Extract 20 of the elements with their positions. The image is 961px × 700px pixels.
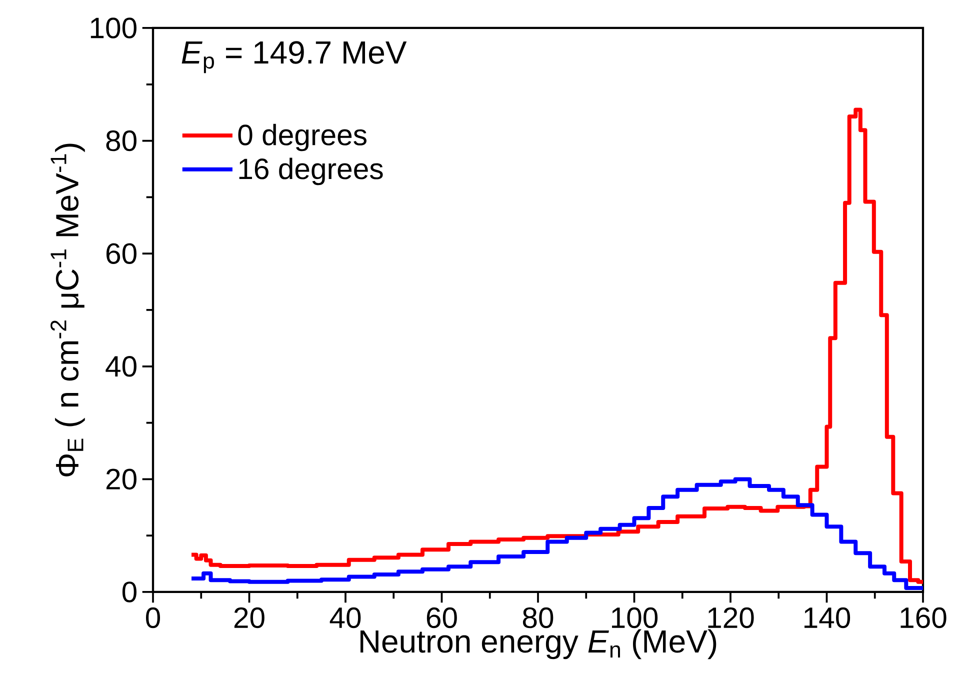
- y-tick-label: 60: [106, 243, 136, 264]
- x-tick-label: 60: [426, 607, 457, 628]
- legend-label: 16 degrees: [239, 158, 383, 186]
- x-tick-label: 140: [804, 607, 850, 628]
- x-tick-label: 0: [146, 607, 160, 628]
- x-tick-label: 160: [900, 607, 946, 628]
- x-tick-label: 20: [234, 607, 264, 628]
- x-tick-label: 120: [708, 607, 754, 628]
- x-axis-title: Neutron energy E$_{n}$ (MeV): [360, 629, 716, 660]
- y-tick-label: 20: [106, 468, 136, 490]
- y-tick-label: 0: [122, 582, 136, 602]
- text: Φ$_{E}$ ( n cm$^{-2}$ μC$^{-1}$ MeV$^{-1}$): [50, 144, 85, 476]
- y-tick-label: 100: [90, 18, 136, 38]
- x-tick-label: 40: [330, 607, 361, 628]
- annotation: E$_{p}$ = 149.7 MeV: [182, 41, 407, 74]
- legend-label: 0 degrees: [238, 124, 366, 152]
- y-tick-label: 40: [106, 356, 136, 377]
- x-tick-label: 80: [522, 607, 554, 628]
- y-tick-label: 80: [106, 130, 136, 152]
- x-tick-label: 100: [612, 607, 658, 628]
